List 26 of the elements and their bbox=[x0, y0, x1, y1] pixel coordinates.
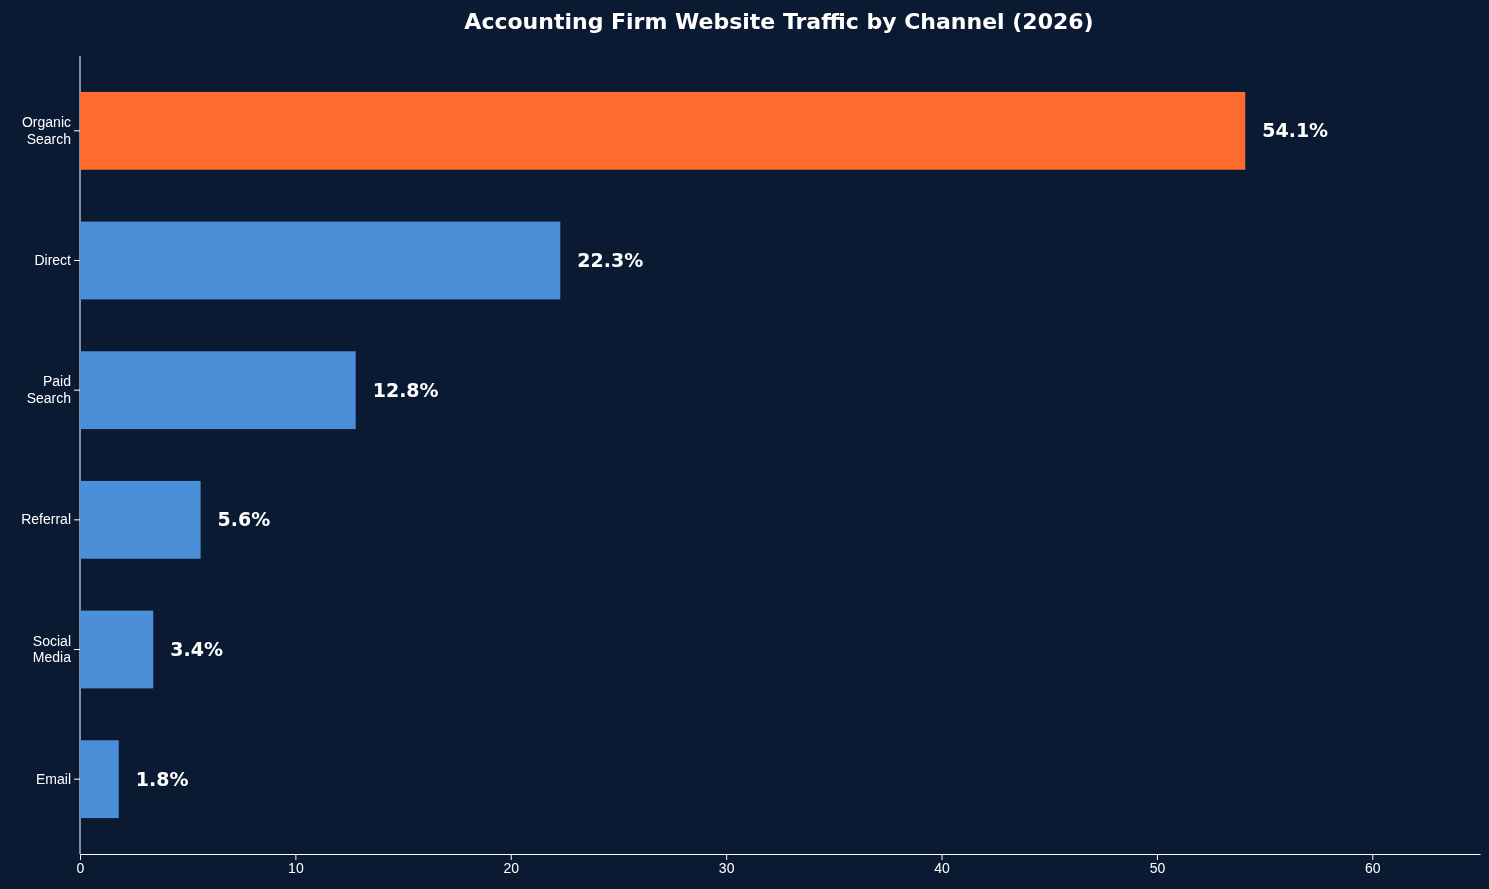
data-label: 1.8% bbox=[135, 767, 189, 790]
x-tick-label: 20 bbox=[503, 859, 520, 876]
chart-title: Accounting Firm Website Traffic by Channel (2026) bbox=[464, 9, 1094, 34]
x-tick-label: 50 bbox=[1149, 859, 1166, 876]
y-tick-label: Organic Search bbox=[21, 113, 71, 147]
x-tick-label: 60 bbox=[1365, 859, 1381, 876]
bar bbox=[80, 351, 356, 430]
y-tick-label: Referral bbox=[21, 511, 71, 528]
bar bbox=[80, 740, 119, 819]
x-tick-label: 0 bbox=[76, 859, 85, 876]
x-tick-label: 10 bbox=[288, 859, 304, 876]
data-label: 12.8% bbox=[372, 378, 439, 401]
data-label: 22.3% bbox=[577, 249, 644, 272]
y-tick-label: Email bbox=[35, 770, 71, 787]
data-label: 54.1% bbox=[1262, 119, 1329, 142]
bar bbox=[80, 91, 1246, 170]
x-tick-label: 30 bbox=[718, 859, 735, 876]
x-tick-label: 40 bbox=[934, 859, 951, 876]
y-tick-label: Social Media bbox=[32, 632, 72, 666]
bar bbox=[80, 610, 154, 689]
bar bbox=[80, 480, 201, 559]
y-tick-label: Paid Search bbox=[26, 373, 71, 407]
y-tick-label: Direct bbox=[34, 251, 72, 268]
bar bbox=[80, 221, 561, 300]
data-label: 5.6% bbox=[217, 508, 271, 531]
data-label: 3.4% bbox=[170, 638, 223, 661]
